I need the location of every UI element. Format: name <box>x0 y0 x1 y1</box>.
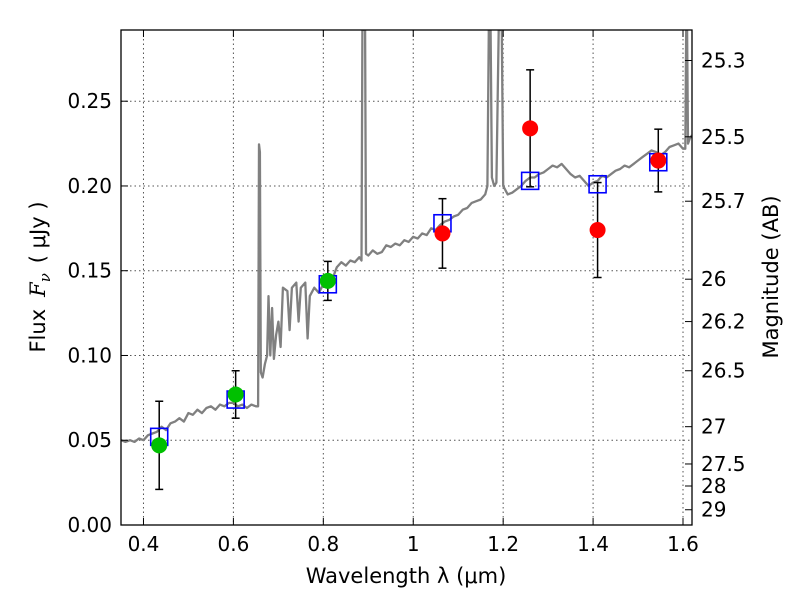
model-photometry-point <box>520 171 540 191</box>
plot-area <box>121 30 692 491</box>
optical-data-point <box>319 272 336 289</box>
model-spectrum-line <box>121 30 692 444</box>
tick-marks <box>121 30 692 526</box>
y-axis-label: Flux Fν ( μJy ) <box>26 201 54 352</box>
x-tick-label: 0.8 <box>307 532 339 556</box>
plot-frame <box>120 29 693 526</box>
y-tick-label: 0.05 <box>67 428 112 452</box>
x-tick-labels: 0.4 0.6 0.8 1 1.2 1.4 1.6 <box>128 532 699 556</box>
y-axis-label-subscript: ν <box>36 273 54 282</box>
y-axis-label-text: Flux <box>26 309 50 353</box>
model-photometry-point <box>588 174 607 194</box>
y-tick-label: 0.20 <box>67 174 112 198</box>
y-axis-label-unit: ( μJy ) <box>26 201 50 263</box>
optical-data-point <box>151 437 168 454</box>
y2-tick-label: 27 <box>701 415 726 439</box>
y-tick-label: 0.00 <box>67 513 112 537</box>
nir-data-point <box>650 152 667 169</box>
y2-tick-label: 26.5 <box>701 359 746 383</box>
x-tick-label: 0.6 <box>217 532 249 556</box>
nir-data-point <box>522 120 539 137</box>
x-axis-label: Wavelength λ (μm) <box>306 564 507 588</box>
y2-tick-label: 26.2 <box>701 310 746 334</box>
grid <box>121 30 692 526</box>
y2-axis-label: Magnitude (AB) <box>759 195 783 358</box>
optical-data-point <box>227 386 244 403</box>
nir-data-point <box>589 222 606 239</box>
y2-tick-label: 25.7 <box>701 189 746 213</box>
x-tick-label: 1 <box>407 532 420 556</box>
y2-tick-label: 29 <box>701 498 726 522</box>
y2-tick-label: 26 <box>701 267 726 291</box>
y-tick-label: 0.10 <box>67 343 112 367</box>
y2-tick-label: 27.5 <box>701 452 746 476</box>
nir-data-point <box>434 225 451 242</box>
y2-tick-label: 25.3 <box>701 49 746 73</box>
y2-tick-label: 28 <box>701 474 726 498</box>
y-tick-labels: 0.00 0.05 0.10 0.15 0.20 0.25 <box>67 89 112 537</box>
y-tick-label: 0.15 <box>67 259 112 283</box>
x-tick-label: 1.6 <box>667 532 699 556</box>
y2-tick-label: 25.5 <box>701 125 746 149</box>
x-tick-label: 0.4 <box>128 532 160 556</box>
y-axis-label-symbol: F <box>26 281 50 298</box>
y-tick-label: 0.25 <box>67 89 112 113</box>
x-tick-label: 1.2 <box>487 532 519 556</box>
x-tick-label: 1.4 <box>577 532 609 556</box>
